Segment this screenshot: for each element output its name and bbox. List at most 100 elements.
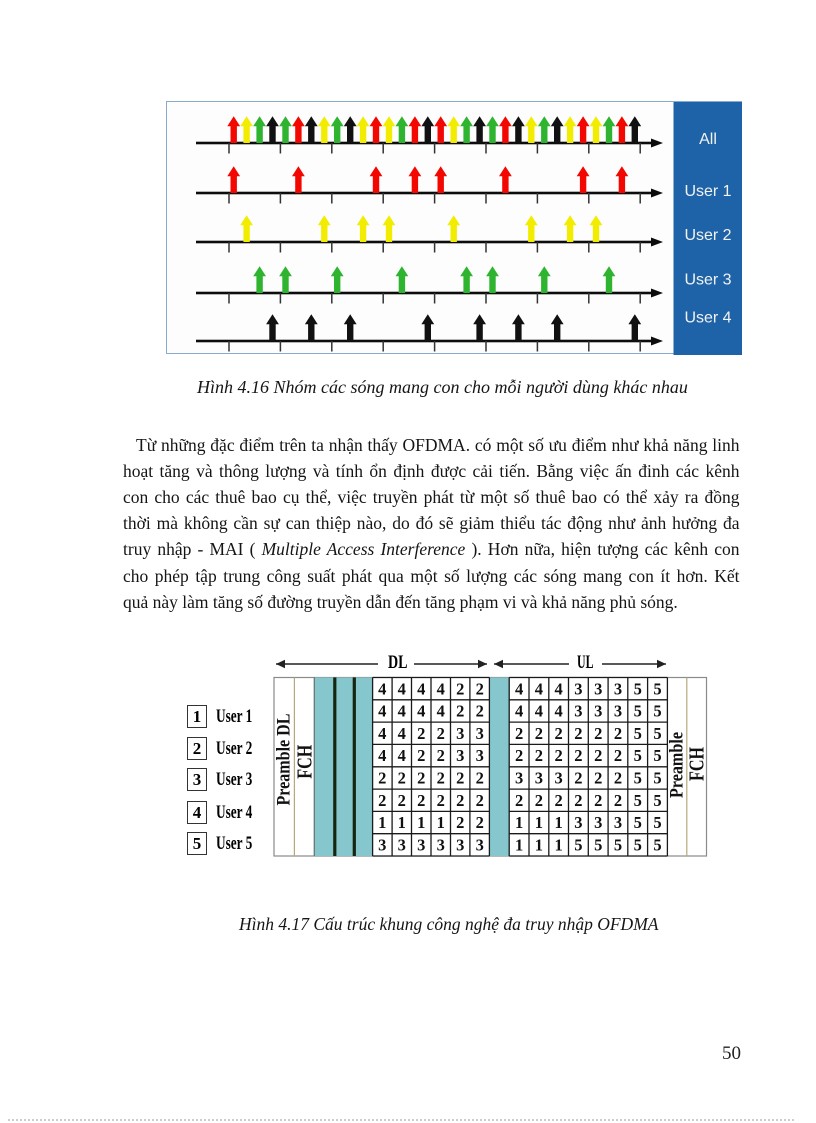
- svg-text:2: 2: [456, 702, 464, 721]
- svg-text:4: 4: [378, 746, 386, 765]
- svg-text:User 3: User 3: [684, 272, 731, 289]
- svg-text:4: 4: [398, 724, 406, 743]
- svg-text:4: 4: [535, 702, 543, 721]
- svg-text:5: 5: [634, 791, 642, 810]
- svg-text:Preamble DL: Preamble DL: [274, 714, 295, 806]
- svg-text:Preamble: Preamble: [667, 732, 688, 798]
- svg-text:2: 2: [417, 791, 425, 810]
- svg-text:4: 4: [554, 679, 562, 698]
- svg-text:2: 2: [456, 813, 464, 832]
- svg-text:1: 1: [437, 813, 445, 832]
- svg-text:3: 3: [594, 679, 602, 698]
- svg-text:1: 1: [378, 813, 386, 832]
- svg-text:FCH: FCH: [292, 745, 316, 779]
- svg-text:5: 5: [634, 835, 642, 854]
- svg-text:DL: DL: [388, 653, 408, 673]
- svg-text:4: 4: [417, 679, 425, 698]
- svg-text:2: 2: [378, 791, 386, 810]
- svg-text:2: 2: [614, 724, 622, 743]
- svg-text:3: 3: [515, 769, 523, 788]
- svg-text:2: 2: [614, 791, 622, 810]
- svg-text:2: 2: [417, 746, 425, 765]
- svg-text:5: 5: [653, 791, 661, 810]
- svg-text:4: 4: [398, 746, 406, 765]
- svg-text:3: 3: [476, 746, 484, 765]
- svg-text:1: 1: [554, 813, 562, 832]
- svg-text:5: 5: [594, 835, 602, 854]
- svg-text:1: 1: [515, 813, 523, 832]
- svg-text:User 4: User 4: [684, 309, 731, 326]
- svg-text:2: 2: [437, 724, 445, 743]
- svg-text:3: 3: [535, 769, 543, 788]
- svg-text:3: 3: [437, 835, 445, 854]
- svg-text:1: 1: [535, 813, 543, 832]
- svg-text:3: 3: [476, 835, 484, 854]
- svg-text:2: 2: [437, 791, 445, 810]
- svg-text:4: 4: [515, 702, 523, 721]
- svg-text:User 2: User 2: [684, 227, 731, 244]
- svg-text:5: 5: [653, 835, 661, 854]
- svg-text:2: 2: [594, 746, 602, 765]
- svg-text:2: 2: [417, 769, 425, 788]
- svg-text:2: 2: [476, 769, 484, 788]
- svg-text:5: 5: [653, 679, 661, 698]
- svg-text:2: 2: [574, 769, 582, 788]
- svg-text:1: 1: [515, 835, 523, 854]
- svg-text:2: 2: [535, 724, 543, 743]
- svg-text:5: 5: [574, 835, 582, 854]
- svg-text:3: 3: [574, 679, 582, 698]
- svg-text:2: 2: [535, 746, 543, 765]
- svg-text:5: 5: [634, 813, 642, 832]
- svg-text:5: 5: [634, 679, 642, 698]
- svg-text:5: 5: [634, 769, 642, 788]
- svg-text:5: 5: [653, 724, 661, 743]
- svg-text:2: 2: [378, 769, 386, 788]
- svg-text:1: 1: [417, 813, 425, 832]
- svg-text:5: 5: [653, 769, 661, 788]
- svg-text:2: 2: [614, 769, 622, 788]
- svg-text:3: 3: [554, 769, 562, 788]
- svg-text:4: 4: [515, 679, 523, 698]
- svg-text:2: 2: [535, 791, 543, 810]
- svg-text:4: 4: [437, 702, 445, 721]
- svg-text:4: 4: [398, 679, 406, 698]
- svg-text:4: 4: [398, 702, 406, 721]
- svg-text:5: 5: [653, 702, 661, 721]
- svg-text:2: 2: [476, 813, 484, 832]
- svg-text:2: 2: [574, 746, 582, 765]
- svg-text:3: 3: [574, 702, 582, 721]
- svg-text:2: 2: [476, 679, 484, 698]
- svg-text:5: 5: [653, 746, 661, 765]
- svg-text:4: 4: [378, 724, 386, 743]
- svg-text:2: 2: [515, 791, 523, 810]
- svg-text:5: 5: [614, 835, 622, 854]
- svg-text:2: 2: [476, 702, 484, 721]
- svg-text:UL: UL: [577, 653, 594, 673]
- svg-text:3: 3: [476, 724, 484, 743]
- svg-text:2: 2: [614, 746, 622, 765]
- svg-text:1: 1: [535, 835, 543, 854]
- svg-text:2: 2: [437, 769, 445, 788]
- svg-text:4: 4: [554, 702, 562, 721]
- svg-text:2: 2: [417, 724, 425, 743]
- svg-text:3: 3: [398, 835, 406, 854]
- svg-text:3: 3: [614, 702, 622, 721]
- svg-text:2: 2: [398, 791, 406, 810]
- svg-text:2: 2: [554, 791, 562, 810]
- svg-text:1: 1: [554, 835, 562, 854]
- svg-text:2: 2: [456, 769, 464, 788]
- svg-text:3: 3: [594, 813, 602, 832]
- svg-text:5: 5: [634, 702, 642, 721]
- svg-text:3: 3: [456, 746, 464, 765]
- svg-text:All: All: [699, 131, 717, 148]
- svg-text:2: 2: [476, 791, 484, 810]
- svg-text:2: 2: [594, 724, 602, 743]
- svg-text:2: 2: [456, 791, 464, 810]
- svg-text:3: 3: [594, 702, 602, 721]
- svg-text:3: 3: [456, 724, 464, 743]
- svg-text:4: 4: [378, 679, 386, 698]
- svg-text:FCH: FCH: [685, 747, 709, 781]
- svg-text:User 1: User 1: [684, 183, 731, 200]
- svg-text:2: 2: [515, 724, 523, 743]
- svg-text:3: 3: [614, 813, 622, 832]
